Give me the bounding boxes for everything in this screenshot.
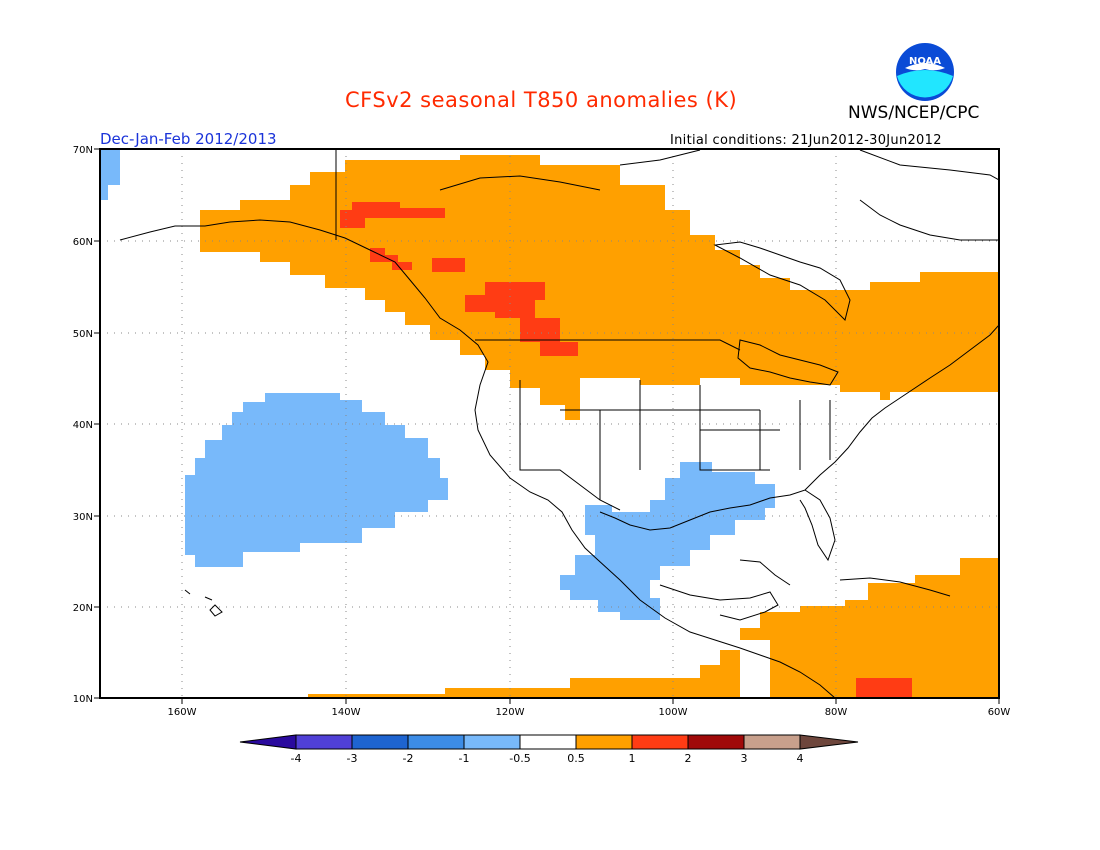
- colorbar-label: 2: [685, 752, 692, 765]
- colorbar-swatch: [407, 734, 465, 750]
- lon-labels: 160W 140W 120W 100W 80W 60W: [168, 707, 1011, 718]
- colorbar-label: -1: [459, 752, 470, 765]
- lat-label: 70N: [73, 145, 93, 156]
- logo-text: NOAA: [909, 56, 941, 67]
- colorbar-label: -4: [291, 752, 302, 765]
- lon-label: 60W: [988, 707, 1011, 718]
- hot-anomaly-caribbean: [856, 678, 912, 698]
- hot-anomaly-1: [340, 202, 445, 228]
- warm-anomaly-north: [200, 155, 999, 420]
- colorbar-label: 3: [741, 752, 748, 765]
- initial-conditions-label: Initial conditions: 21Jun2012-30Jun2012: [670, 133, 942, 148]
- colorbar-swatch: [575, 734, 633, 750]
- agency-label: NWS/NCEP/CPC: [848, 103, 980, 123]
- lat-label: 20N: [73, 603, 93, 614]
- grid: [100, 149, 999, 698]
- lat-label: 60N: [73, 237, 93, 248]
- lon-label: 80W: [825, 707, 848, 718]
- colorbar-swatch: [295, 734, 353, 750]
- colorbar-swatch: [631, 734, 689, 750]
- colorbar-label: -0.5: [509, 752, 530, 765]
- tick-marks: [94, 148, 1000, 704]
- warm-anomaly-pacific-south: [308, 650, 740, 698]
- noaa-logo: NOAA: [896, 43, 954, 101]
- lat-labels: 70N 60N 50N 40N 30N 20N 10N: [73, 145, 93, 705]
- colorbar-swatch: [687, 734, 745, 750]
- cool-anomaly-pacific: [185, 393, 448, 567]
- colorbar-label: 1: [629, 752, 636, 765]
- colorbar-label: -3: [347, 752, 358, 765]
- colorbar-right-arrow: [799, 734, 859, 750]
- season-label: Dec-Jan-Feb 2012/2013: [100, 130, 277, 148]
- lon-label: 140W: [332, 707, 361, 718]
- lon-label: 120W: [496, 707, 525, 718]
- coastlines: [119, 149, 999, 698]
- colorbar-swatch: [463, 734, 521, 750]
- anomaly-fields: [100, 149, 999, 698]
- colorbar-swatch: [351, 734, 409, 750]
- lon-label: 160W: [168, 707, 197, 718]
- lat-label: 40N: [73, 420, 93, 431]
- map-title: CFSv2 seasonal T850 anomalies (K): [345, 88, 738, 112]
- colorbar-swatch: [519, 734, 577, 750]
- colorbar-label: -2: [403, 752, 414, 765]
- cool-anomaly-arctic: [100, 149, 120, 200]
- cool-anomaly-gulf: [560, 462, 775, 620]
- colorbar-label: 4: [797, 752, 804, 765]
- lat-label: 10N: [73, 694, 93, 705]
- colorbar-labels: -4 -3 -2 -1 -0.5 0.5 1 2 3 4: [291, 752, 804, 765]
- hot-anomaly-3: [432, 258, 465, 272]
- lat-label: 30N: [73, 512, 93, 523]
- colorbar-left-arrow: [239, 734, 297, 750]
- warm-anomaly-caribbean: [740, 558, 999, 698]
- lat-label: 50N: [73, 329, 93, 340]
- colorbar-label: 0.5: [567, 752, 585, 765]
- hot-anomaly-4: [465, 282, 578, 356]
- lon-label: 100W: [659, 707, 688, 718]
- colorbar-swatch: [743, 734, 801, 750]
- hot-anomaly-2: [370, 248, 412, 270]
- colorbar: [239, 734, 859, 750]
